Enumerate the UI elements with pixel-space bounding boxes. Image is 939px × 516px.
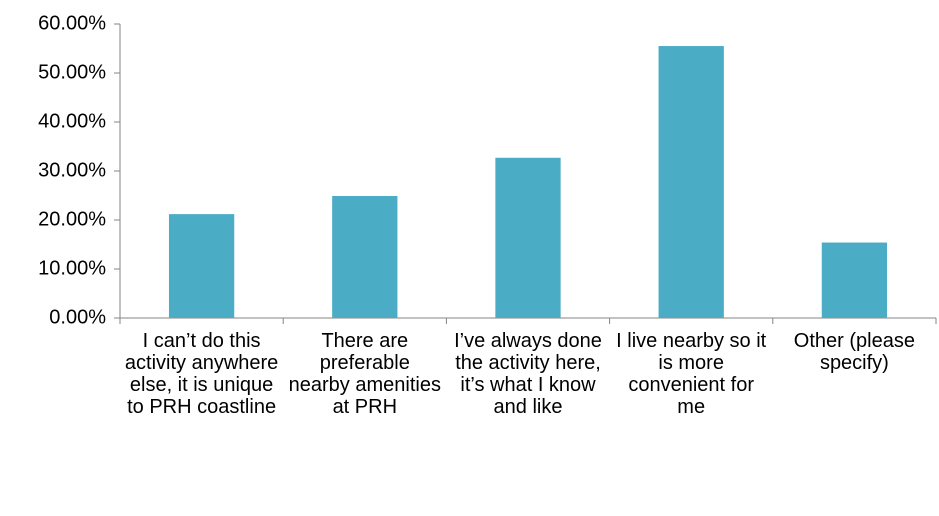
y-tick-label: 60.00%: [38, 12, 106, 34]
y-tick-label: 50.00%: [38, 61, 106, 83]
y-tick-label: 20.00%: [38, 208, 106, 230]
y-tick-label: 30.00%: [38, 159, 106, 181]
x-tick-label: Other (please specify): [793, 330, 915, 374]
bar: [495, 157, 561, 318]
x-tick-label: I’ve always done the activity here, it’s…: [454, 330, 602, 418]
bar: [168, 214, 235, 318]
bar: [821, 242, 888, 318]
y-tick-label: 0.00%: [49, 306, 106, 328]
y-tick-label: 40.00%: [38, 110, 106, 132]
x-tick-label: There are preferable nearby amenities at…: [288, 330, 441, 418]
bar: [658, 46, 724, 319]
bar: [332, 195, 398, 318]
x-tick-label: I can’t do this activity anywhere else, …: [124, 330, 279, 418]
x-tick-label: I live nearby so it is more convenient f…: [616, 330, 767, 418]
y-tick-label: 10.00%: [38, 257, 106, 279]
